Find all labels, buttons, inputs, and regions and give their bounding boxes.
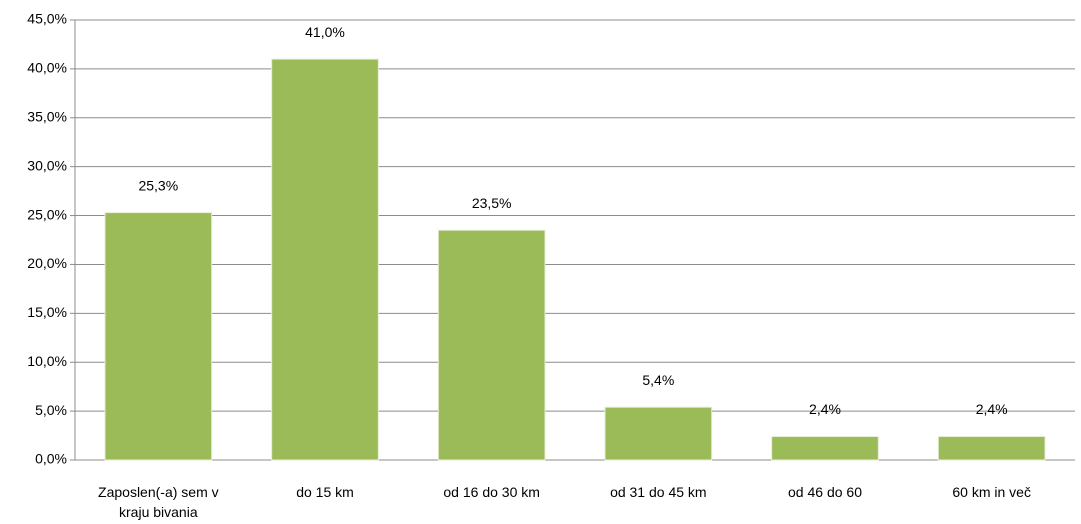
bar bbox=[104, 212, 213, 461]
value-label: 5,4% bbox=[642, 372, 674, 388]
y-tick-label: 35,0% bbox=[27, 108, 67, 124]
x-tick-label: Zaposlen(-a) sem v kraju bivania bbox=[98, 484, 219, 520]
y-tick-label: 5,0% bbox=[35, 402, 67, 418]
x-tick-label: do 15 km bbox=[296, 484, 354, 500]
bar bbox=[937, 436, 1046, 461]
x-tick-label: 60 km in več bbox=[952, 484, 1031, 500]
y-tick-label: 40,0% bbox=[27, 60, 67, 76]
y-tick-label: 30,0% bbox=[27, 157, 67, 173]
value-label: 41,0% bbox=[305, 24, 345, 40]
value-label: 2,4% bbox=[809, 401, 841, 417]
value-label: 23,5% bbox=[472, 195, 512, 211]
x-tick-label: od 16 do 30 km bbox=[443, 484, 540, 500]
bar bbox=[271, 58, 379, 461]
y-tick-label: 25,0% bbox=[27, 206, 67, 222]
y-tick-label: 0,0% bbox=[35, 451, 67, 467]
x-tick-label: od 46 do 60 bbox=[788, 484, 862, 500]
value-label: 25,3% bbox=[138, 177, 178, 193]
y-tick-label: 10,0% bbox=[27, 353, 67, 369]
x-tick-label: od 31 do 45 km bbox=[610, 484, 707, 500]
bar bbox=[604, 406, 713, 461]
bar bbox=[437, 229, 546, 461]
value-label: 2,4% bbox=[976, 401, 1008, 417]
y-tick-label: 20,0% bbox=[27, 255, 67, 271]
bar bbox=[771, 436, 879, 461]
y-tick-label: 15,0% bbox=[27, 304, 67, 320]
y-tick-label: 45,0% bbox=[27, 11, 67, 27]
